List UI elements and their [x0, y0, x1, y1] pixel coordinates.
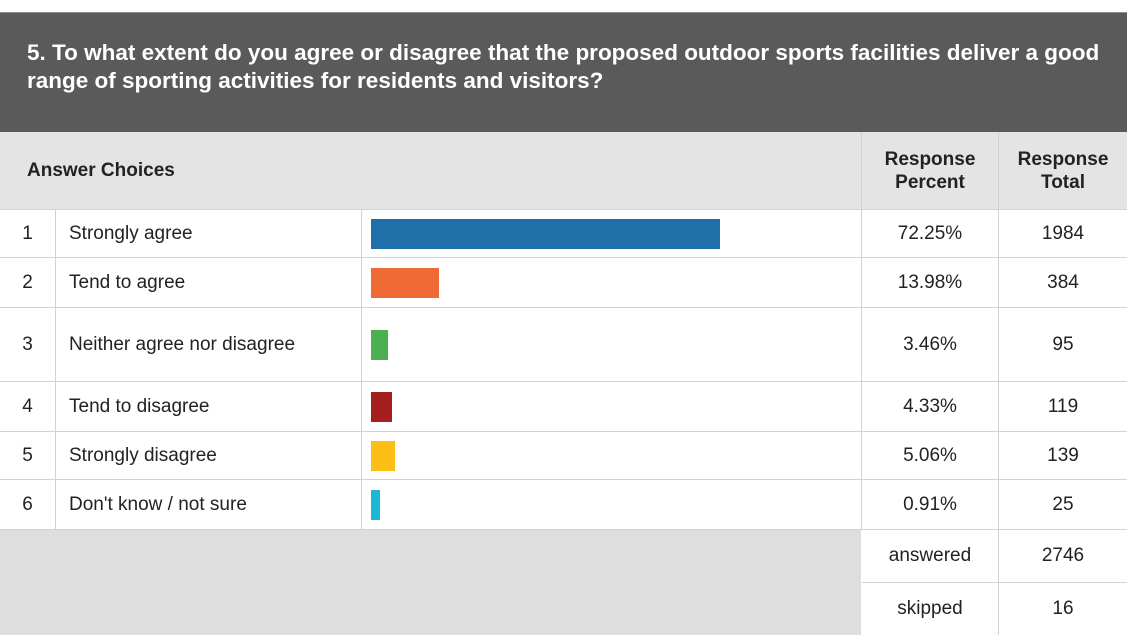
- response-bar: [371, 392, 392, 422]
- column-divider: [55, 258, 56, 308]
- answer-choice-label: Strongly disagree: [69, 445, 217, 466]
- row-number: 1: [22, 223, 33, 244]
- table-header-row: Answer Choices Response Percent Response T…: [0, 132, 1127, 210]
- answer-choices-header: Answer Choices: [27, 159, 175, 181]
- column-divider: [998, 382, 999, 432]
- response-total-header: Response Total: [999, 132, 1127, 209]
- answer-choice-label: Strongly agree: [69, 223, 193, 244]
- response-bar: [371, 219, 720, 249]
- skipped-label: skipped: [897, 598, 963, 619]
- table-row: 6 Don't know / not sure 0.91% 25: [0, 480, 1127, 530]
- table-row: 4 Tend to disagree 4.33% 119: [0, 382, 1127, 432]
- footer-column-divider: [998, 530, 999, 635]
- header-divider: [998, 132, 999, 209]
- column-divider: [861, 382, 862, 432]
- footer-divider: [862, 582, 1127, 583]
- column-divider: [55, 480, 56, 530]
- footer-blank-area: [0, 530, 861, 635]
- row-number: 5: [22, 445, 33, 466]
- response-percent: 4.33%: [903, 396, 957, 417]
- column-divider: [861, 210, 862, 258]
- answer-choice-label: Don't know / not sure: [69, 494, 247, 515]
- response-total: 95: [1052, 334, 1074, 355]
- row-divider: [0, 381, 1127, 382]
- response-percent-header-line1: Response: [884, 148, 976, 170]
- response-bar: [371, 268, 439, 298]
- table-row: 5 Strongly disagree 5.06% 139: [0, 432, 1127, 480]
- column-divider: [998, 308, 999, 382]
- column-divider: [861, 480, 862, 530]
- response-percent-header: Response Percent: [862, 132, 998, 209]
- column-divider: [55, 432, 56, 480]
- row-divider: [0, 529, 1127, 530]
- row-number: 6: [22, 494, 33, 515]
- column-divider: [361, 382, 362, 432]
- answer-choice-label: Tend to disagree: [69, 396, 210, 417]
- column-divider: [998, 432, 999, 480]
- column-divider: [998, 258, 999, 308]
- question-header: 5. To what extent do you agree or disagr…: [0, 12, 1127, 132]
- column-divider: [55, 308, 56, 382]
- response-total: 1984: [1041, 223, 1085, 244]
- response-total: 119: [1047, 396, 1079, 417]
- column-divider: [361, 258, 362, 308]
- row-divider: [0, 431, 1127, 432]
- skipped-value: 16: [1052, 598, 1074, 619]
- answer-choice-label: Tend to agree: [69, 272, 186, 293]
- response-total-header-line1: Response: [1017, 148, 1109, 170]
- column-divider: [361, 432, 362, 480]
- row-divider: [0, 257, 1127, 258]
- response-percent: 5.06%: [903, 445, 957, 466]
- response-percent: 0.91%: [903, 494, 957, 515]
- row-divider: [0, 479, 1127, 480]
- answered-row: answered 2746: [862, 530, 1127, 582]
- question-title: 5. To what extent do you agree or disagr…: [27, 40, 1100, 93]
- column-divider: [998, 210, 999, 258]
- row-number: 2: [22, 272, 33, 293]
- response-bar: [371, 330, 388, 360]
- column-divider: [55, 210, 56, 258]
- column-divider: [861, 258, 862, 308]
- row-divider: [0, 307, 1127, 308]
- row-number: 4: [22, 396, 33, 417]
- column-divider: [861, 432, 862, 480]
- column-divider: [55, 382, 56, 432]
- answer-choice-label: Neither agree nor disagree: [69, 334, 296, 355]
- response-bar: [371, 441, 396, 471]
- response-total-header-line2: Total: [1041, 171, 1085, 193]
- column-divider: [861, 308, 862, 382]
- response-percent-header-line2: Percent: [895, 171, 965, 193]
- column-divider: [361, 308, 362, 382]
- table-row: 3 Neither agree nor disagree 3.46% 95: [0, 308, 1127, 382]
- response-percent: 3.46%: [903, 334, 957, 355]
- response-total: 384: [1047, 272, 1079, 293]
- response-percent: 13.98%: [897, 272, 963, 293]
- response-total: 139: [1047, 445, 1079, 466]
- response-total: 25: [1052, 494, 1074, 515]
- row-number: 3: [22, 334, 33, 355]
- column-divider: [361, 210, 362, 258]
- table-row: 1 Strongly agree 72.25% 1984: [0, 210, 1127, 258]
- answered-value: 2746: [1041, 545, 1085, 566]
- response-bar: [371, 490, 380, 520]
- column-divider: [998, 480, 999, 530]
- answered-label: answered: [888, 545, 972, 566]
- table-row: 2 Tend to agree 13.98% 384: [0, 258, 1127, 308]
- header-divider: [861, 132, 862, 209]
- skipped-row: skipped 16: [862, 583, 1127, 635]
- response-percent: 72.25%: [897, 223, 963, 244]
- column-divider: [361, 480, 362, 530]
